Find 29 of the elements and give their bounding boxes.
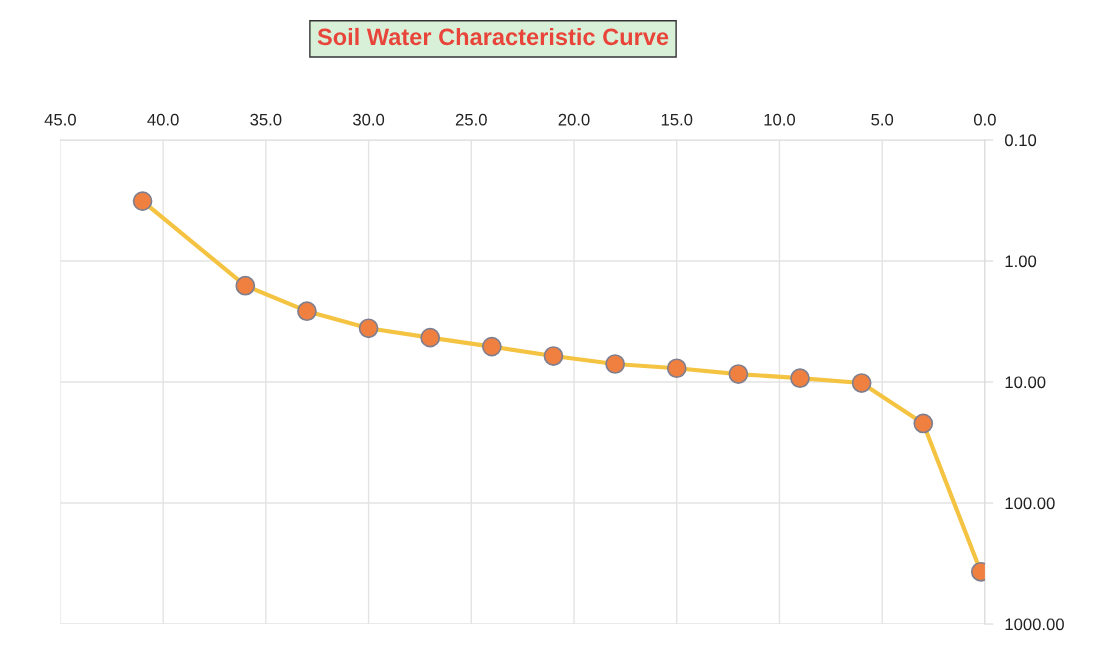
x-tick-label: 30.0 <box>352 113 385 126</box>
y-tick-label: 10.00 <box>1005 376 1046 389</box>
point <box>481 336 502 357</box>
y-tick-label: 1000.00 <box>1005 618 1064 631</box>
x-tick-label: 5.0 <box>871 113 894 126</box>
point <box>605 354 625 374</box>
point <box>913 413 934 434</box>
x-tick-label: 10.0 <box>764 113 796 126</box>
point <box>790 368 810 389</box>
x-tick-label: 35.0 <box>250 113 282 126</box>
x-tick-label: 0.0 <box>973 113 996 126</box>
x-tick-label: 15.0 <box>661 113 693 126</box>
point <box>851 373 872 393</box>
point <box>132 191 153 211</box>
x-tick-label: 25.0 <box>455 113 487 126</box>
point <box>358 318 379 339</box>
point <box>235 275 256 296</box>
point <box>728 364 749 384</box>
chart-title: Soil Water Characteristic Curve <box>317 27 669 46</box>
point <box>420 327 441 348</box>
x-tick-label: 45.0 <box>44 113 76 126</box>
y-tick-label: 0.10 <box>1005 134 1037 147</box>
x-tick-label: 20.0 <box>558 113 590 126</box>
y-tick-label: 100.00 <box>1005 497 1055 510</box>
x-tick-label: 40.0 <box>147 113 179 126</box>
point <box>666 358 687 379</box>
point <box>297 301 317 322</box>
y-tick-label: 1.00 <box>1005 255 1037 268</box>
point <box>543 346 564 366</box>
